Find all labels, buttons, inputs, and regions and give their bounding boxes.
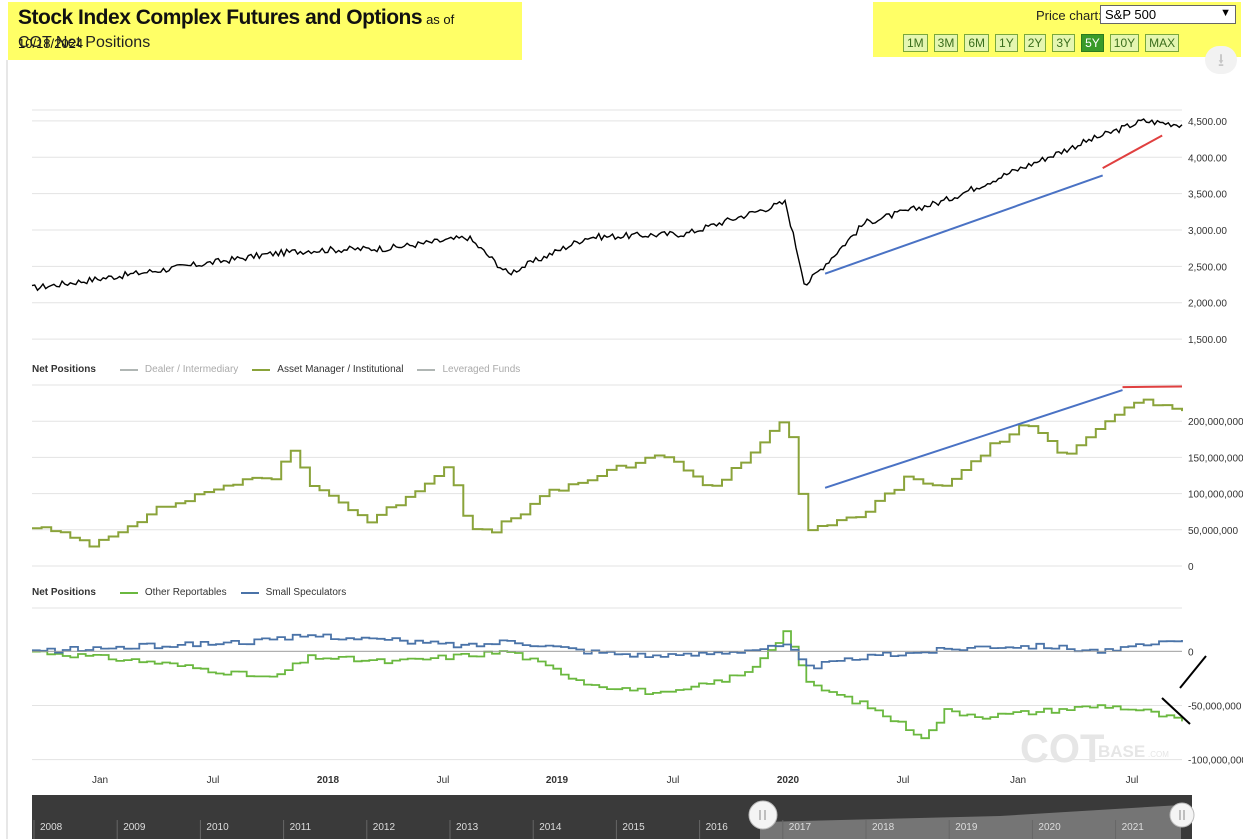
y-tick-label: -50,000,000 — [1188, 701, 1242, 712]
trend-line-red-2 — [1122, 385, 1183, 389]
y-tick-label: 1,500.00 — [1188, 335, 1227, 346]
x-tick-label: 2019 — [546, 775, 569, 786]
price-chart-label: Price chart: — [1036, 8, 1102, 23]
trend-line-blue-2 — [824, 389, 1123, 489]
legend-item-asset-manager[interactable]: Asset Manager / Institutional — [252, 364, 403, 375]
navigator-year-label: 2021 — [1122, 822, 1145, 833]
x-tick-label: Jul — [437, 775, 450, 786]
y-tick-label: 150,000,000 — [1188, 453, 1243, 464]
y-tick-label: 4,000.00 — [1188, 153, 1227, 164]
y-tick-label: 3,000.00 — [1188, 226, 1227, 237]
navigator-handle-left — [748, 800, 778, 830]
legend-label: Asset Manager / Institutional — [277, 364, 404, 375]
series-line-other-reportables — [32, 630, 1183, 740]
annotation-line-black — [1179, 655, 1207, 689]
navigator-handle-right — [1169, 802, 1195, 828]
price-chart-select[interactable]: S&P 500 ▼ — [1100, 5, 1236, 24]
navigator-year-label: 2009 — [123, 822, 146, 833]
series-line-small-speculators — [32, 633, 1183, 670]
x-tick-label: 2018 — [317, 775, 340, 786]
navigator-year-label: 2020 — [1038, 822, 1061, 833]
trend-line-red — [1102, 134, 1163, 170]
as-of-date: as of 10/18/2024 — [18, 12, 455, 51]
range-button-3m[interactable]: 3M — [933, 34, 959, 52]
y-tick-label: 50,000,000 — [1188, 526, 1238, 537]
chevron-down-icon: ▼ — [1220, 7, 1231, 19]
legend-bottom-title: Net Positions — [32, 587, 96, 598]
legend-swatch — [240, 591, 259, 594]
x-tick-label: Jul — [1126, 775, 1139, 786]
navigator-year-label: 2016 — [706, 822, 729, 833]
y-tick-label: 100,000,000 — [1188, 490, 1243, 501]
legend-swatch — [119, 368, 138, 371]
legend-bottom: Net Positions Other Reportables Small Sp… — [32, 587, 360, 598]
series-line-s-p-500 — [31, 118, 1183, 292]
navigator-year-label: 2015 — [622, 822, 645, 833]
navigator-year-label: 2013 — [456, 822, 479, 833]
legend-label: Small Speculators — [265, 587, 347, 598]
y-tick-label: -100,000,000 — [1188, 756, 1243, 767]
legend-top-title: Net Positions — [32, 364, 96, 375]
range-button-10y[interactable]: 10Y — [1109, 34, 1140, 52]
navigator-year-label: 2010 — [206, 822, 229, 833]
title-box: Stock Index Complex Futures and Options a… — [8, 2, 522, 60]
legend-swatch — [119, 591, 138, 594]
y-tick-label: 0 — [1188, 647, 1194, 658]
navigator-year-label: 2014 — [539, 822, 562, 833]
price-chart-select-value: S&P 500 — [1105, 7, 1157, 22]
range-button-max[interactable]: MAX — [1145, 34, 1180, 52]
x-tick-label: Jul — [667, 775, 680, 786]
series-line-asset-manager-institutional — [32, 398, 1183, 548]
trend-line-blue — [824, 174, 1104, 275]
page-title-text: Stock Index Complex Futures and Options — [18, 6, 423, 29]
watermark-logo: COT — [1020, 727, 1104, 771]
legend-item-dealer[interactable]: Dealer / Intermediary — [119, 364, 239, 375]
range-button-5y[interactable]: 5Y — [1081, 34, 1104, 52]
y-tick-label: 4,500.00 — [1188, 117, 1227, 128]
navigator-selection — [760, 805, 1181, 839]
download-icon[interactable]: ⭳ — [1205, 46, 1237, 74]
range-button-3y[interactable]: 3Y — [1052, 34, 1076, 52]
legend-item-leveraged-funds[interactable]: Leveraged Funds — [417, 364, 520, 375]
navigator-year-label: 2012 — [373, 822, 396, 833]
legend-label: Other Reportables — [144, 587, 227, 598]
x-tick-label: Jan — [1010, 775, 1026, 786]
page-title: Stock Index Complex Futures and Options a… — [18, 6, 522, 54]
legend-top: Net Positions Dealer / Intermediary Asse… — [32, 364, 534, 375]
legend-label: Leveraged Funds — [442, 364, 521, 375]
navigator-year-label: 2011 — [290, 822, 312, 833]
y-tick-label: 3,500.00 — [1188, 190, 1227, 201]
legend-label: Dealer / Intermediary — [144, 364, 239, 375]
watermark-sub: BASE — [1098, 742, 1145, 761]
x-tick-label: Jul — [207, 775, 220, 786]
navigator-year-label: 2008 — [40, 822, 63, 833]
navigator-year-label: 2018 — [872, 822, 895, 833]
range-button-1y[interactable]: 1Y — [995, 34, 1018, 52]
page-subtitle: COT Net Positions — [18, 34, 151, 51]
x-tick-label: Jan — [92, 775, 108, 786]
y-tick-label: 2,000.00 — [1188, 299, 1227, 310]
watermark-suffix: .COM — [1148, 750, 1169, 759]
legend-item-small-speculators[interactable]: Small Speculators — [240, 587, 347, 598]
navigator-year-label: 2019 — [955, 822, 978, 833]
price-chart-controls: Price chart: S&P 500 ▼ 1M 3M 6M 1Y 2Y 3Y 5Y 10Y… — [873, 2, 1241, 57]
annotation-line-black-2 — [1161, 697, 1191, 725]
legend-swatch — [417, 368, 436, 371]
range-button-1m[interactable]: 1M — [903, 34, 928, 52]
x-tick-label: Jul — [897, 775, 910, 786]
x-tick-label: 2020 — [777, 775, 800, 786]
range-button-2y[interactable]: 2Y — [1023, 34, 1047, 52]
y-tick-label: 0 — [1188, 562, 1194, 573]
range-button-6m[interactable]: 6M — [964, 34, 990, 52]
navigator-year-label: 2017 — [789, 822, 812, 833]
range-buttons: 1M 3M 6M 1Y 2Y 3Y 5Y 10Y MAX — [903, 34, 1180, 52]
y-tick-label: 200,000,000 — [1188, 417, 1243, 428]
y-tick-label: 2,500.00 — [1188, 262, 1227, 273]
legend-swatch — [252, 368, 271, 371]
legend-item-other-reportables[interactable]: Other Reportables — [119, 587, 227, 598]
